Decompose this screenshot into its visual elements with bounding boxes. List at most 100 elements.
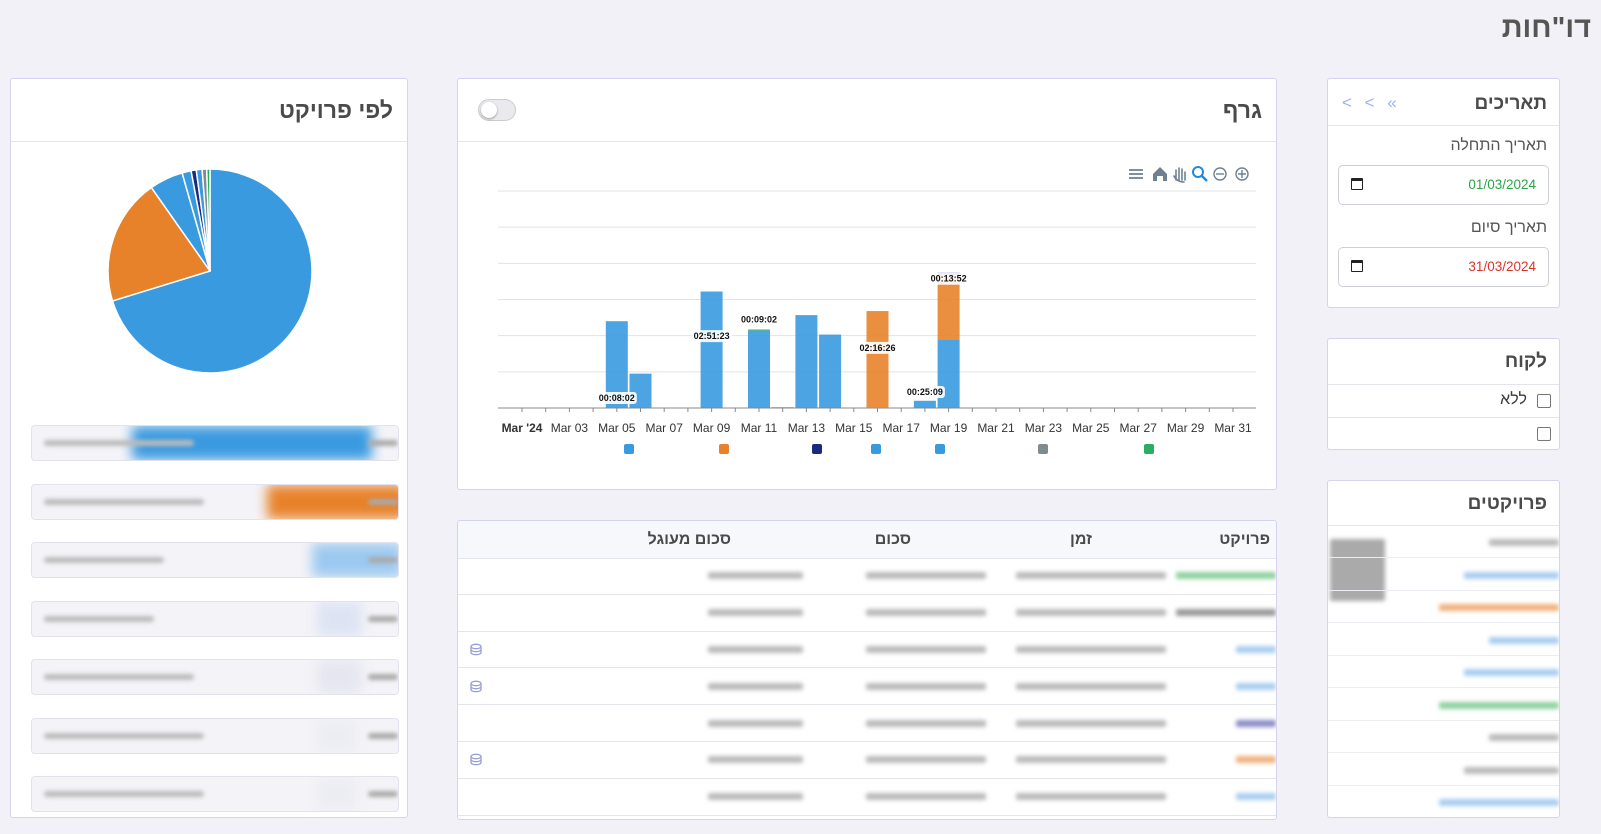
legend-marker[interactable] (812, 444, 822, 454)
project-share-bar (317, 777, 357, 811)
project-legend-row[interactable] (31, 776, 399, 812)
legend-marker[interactable] (719, 444, 729, 454)
dates-panel: תאריכים < < « תאריך התחלה 01/03/2024 תאר… (1327, 78, 1560, 308)
col-amount[interactable]: סכום (874, 531, 911, 548)
dates-header: תאריכים < < « (1328, 79, 1559, 126)
cell-rounded-amount (708, 756, 803, 764)
summary-table: פרויקט זמן סכום סכום מעוגל (457, 520, 1277, 820)
project-list-item[interactable] (1328, 689, 1559, 721)
cell-time (1016, 609, 1166, 617)
cell-amount (866, 645, 986, 653)
bar-segment[interactable] (700, 291, 723, 408)
project-list-item[interactable] (1328, 559, 1559, 591)
pie-slice[interactable] (205, 168, 211, 272)
customer-panel: לקוח ללא (1327, 338, 1560, 450)
pie-slice[interactable] (111, 168, 313, 374)
pan-hand-icon[interactable] (1173, 167, 1186, 183)
legend-marker[interactable] (1144, 444, 1154, 454)
project-list-item[interactable] (1328, 656, 1559, 688)
by-project-header: לפי פרויקט (11, 79, 407, 142)
project-list-item[interactable] (1328, 624, 1559, 656)
bar-segment[interactable] (771, 407, 794, 408)
graph-toggle[interactable] (478, 99, 516, 121)
project-list-item[interactable] (1328, 526, 1559, 558)
x-tick-label: Mar 07 (646, 421, 684, 435)
coins-icon[interactable] (469, 680, 483, 694)
home-icon[interactable] (1153, 167, 1167, 181)
project-legend-text (44, 557, 164, 563)
cell-amount (866, 793, 986, 801)
bar-segment[interactable] (819, 334, 842, 408)
coins-icon[interactable] (469, 643, 483, 657)
menu-icon[interactable] (1129, 169, 1143, 179)
bar-segment[interactable] (913, 400, 936, 408)
table-row[interactable] (458, 632, 1276, 669)
customer-checkbox[interactable] (1537, 394, 1551, 408)
calendar-icon[interactable] (1351, 260, 1363, 272)
bar-segment[interactable] (605, 321, 628, 408)
table-row[interactable] (458, 779, 1276, 816)
legend-marker[interactable] (935, 444, 945, 454)
project-legend-text (44, 791, 204, 797)
date-nav-arrows-icon[interactable]: < < « (1342, 93, 1401, 112)
bar-segment[interactable] (795, 315, 818, 316)
col-time[interactable]: זמן (1070, 531, 1092, 548)
col-rounded-amount[interactable]: סכום מעוגל (647, 531, 731, 548)
project-legend-value (368, 498, 398, 505)
project-list-item[interactable] (1328, 591, 1559, 623)
start-date-label: תאריך התחלה (1450, 137, 1548, 154)
project-name (1439, 604, 1559, 611)
end-date-input[interactable]: 31/03/2024 (1338, 247, 1549, 287)
project-legend-row[interactable] (31, 600, 399, 637)
toggle-knob (481, 102, 497, 118)
cell-amount (866, 719, 986, 727)
data-label-text: 02:51:23 (694, 331, 730, 341)
project-legend-row[interactable] (31, 425, 399, 461)
x-tick-label: Mar 13 (788, 421, 826, 435)
table-row[interactable] (458, 668, 1276, 706)
legend-marker[interactable] (871, 444, 881, 454)
bar-segment[interactable] (748, 329, 770, 331)
projects-scroll-thumb[interactable] (1330, 539, 1385, 601)
chart-x-axis: Mar '24 Mar 03 Mar 05 Mar 07 Mar 09 Mar 11 Mar… (502, 408, 1252, 435)
zoom-out-icon[interactable] (1213, 167, 1227, 181)
project-list-item[interactable] (1328, 786, 1559, 817)
cell-amount (866, 609, 986, 617)
cell-project (1236, 719, 1276, 727)
bar-segment[interactable] (795, 315, 818, 408)
customer-title: לקוח (1504, 351, 1547, 372)
bar-segment[interactable] (748, 330, 770, 408)
customer-checkbox[interactable] (1537, 427, 1551, 441)
data-label-bg (904, 386, 945, 398)
col-project[interactable]: פרויקט (1219, 531, 1270, 548)
zoom-select-icon[interactable] (1192, 166, 1208, 182)
legend-marker[interactable] (624, 444, 634, 454)
table-row[interactable] (458, 558, 1276, 595)
dates-title: תאריכים (1474, 93, 1547, 114)
project-legend-row[interactable] (31, 717, 399, 754)
start-date-input[interactable]: 01/03/2024 (1338, 165, 1549, 205)
pie-chart (107, 168, 313, 374)
chart-bars (605, 272, 960, 408)
table-row[interactable] (458, 595, 1276, 632)
table-row[interactable] (458, 705, 1276, 742)
bar-segment[interactable] (937, 274, 960, 341)
customer-option-none[interactable]: ללא (1328, 385, 1559, 417)
project-legend-row[interactable] (31, 483, 399, 520)
project-legend-row[interactable] (31, 542, 399, 578)
project-share-bar (317, 601, 362, 636)
customer-option-2[interactable] (1328, 418, 1559, 449)
cell-project (1236, 793, 1276, 801)
pie-slice[interactable] (107, 186, 212, 302)
table-row[interactable] (458, 742, 1276, 779)
coins-icon[interactable] (469, 753, 483, 767)
data-label-bg (857, 341, 898, 354)
zoom-in-icon[interactable] (1235, 167, 1249, 181)
project-list-item[interactable] (1328, 721, 1559, 753)
bar-segment[interactable] (866, 311, 889, 408)
calendar-icon[interactable] (1351, 178, 1363, 190)
legend-marker[interactable] (1038, 444, 1048, 454)
cell-rounded-amount (708, 793, 803, 801)
project-legend-row[interactable] (31, 659, 399, 695)
project-list-item[interactable] (1328, 754, 1559, 786)
